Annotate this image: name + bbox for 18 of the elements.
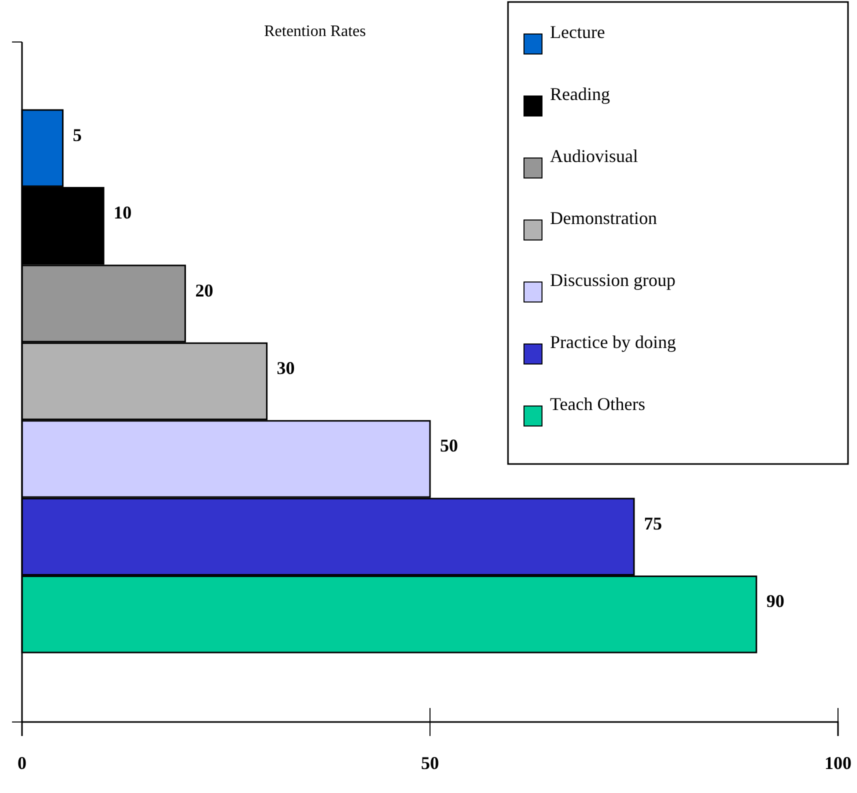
data-label: 20 bbox=[195, 280, 214, 300]
legend-label: Discussion group bbox=[550, 270, 676, 290]
legend-label: Teach Others bbox=[550, 394, 646, 414]
legend-label: Lecture bbox=[550, 22, 605, 42]
legend-label: Demonstration bbox=[550, 208, 657, 228]
legend-label: Practice by doing bbox=[550, 332, 676, 352]
legend-label: Reading bbox=[550, 84, 610, 104]
data-label: 90 bbox=[766, 591, 784, 612]
chart-title: Retention Rates bbox=[264, 23, 366, 40]
x-tick-label: 0 bbox=[18, 752, 26, 773]
data-label: 5 bbox=[72, 124, 82, 145]
x-tick-label: 100 bbox=[824, 752, 852, 773]
x-tick-label: 50 bbox=[421, 752, 439, 773]
legend-label: Audiovisual bbox=[550, 146, 638, 166]
data-label: 10 bbox=[114, 202, 132, 223]
data-label: 50 bbox=[440, 436, 458, 456]
data-label: 30 bbox=[276, 358, 295, 378]
data-label: 75 bbox=[644, 513, 662, 534]
